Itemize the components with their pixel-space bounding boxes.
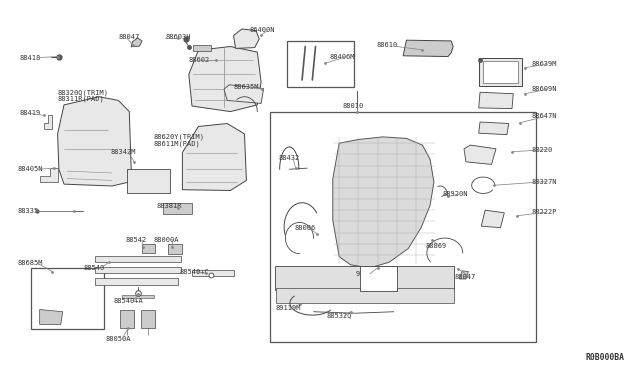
Text: 97098X: 97098X <box>355 271 381 277</box>
Polygon shape <box>189 46 261 112</box>
Text: 88222P: 88222P <box>531 209 557 215</box>
Text: 88220: 88220 <box>531 147 552 153</box>
Text: 88540: 88540 <box>83 265 104 271</box>
Polygon shape <box>131 38 142 47</box>
Text: 88685M: 88685M <box>18 260 44 266</box>
Polygon shape <box>403 40 453 57</box>
Text: 88611M(PAD): 88611M(PAD) <box>154 140 200 147</box>
Text: 88602: 88602 <box>189 57 210 63</box>
Bar <box>360 266 397 291</box>
Bar <box>275 266 454 290</box>
Text: 88432: 88432 <box>278 155 300 161</box>
Text: 88920N: 88920N <box>443 191 468 197</box>
Polygon shape <box>479 92 513 109</box>
Bar <box>95 267 181 273</box>
Bar <box>276 288 454 303</box>
Bar <box>479 58 522 86</box>
Text: 88047: 88047 <box>118 34 140 40</box>
Bar <box>163 203 192 214</box>
Bar <box>141 310 155 328</box>
Text: 88603H: 88603H <box>165 34 191 40</box>
Text: 88639M: 88639M <box>531 61 557 67</box>
Text: 88320Q(TRIM): 88320Q(TRIM) <box>58 89 109 96</box>
Bar <box>192 270 234 276</box>
Text: 88327N: 88327N <box>531 179 557 185</box>
Polygon shape <box>479 122 509 135</box>
Polygon shape <box>224 85 264 103</box>
Text: 88006: 88006 <box>294 225 316 231</box>
Polygon shape <box>40 168 58 182</box>
Text: 89119M: 89119M <box>275 305 301 311</box>
Text: 88869: 88869 <box>426 243 447 249</box>
Text: 88542: 88542 <box>125 237 147 243</box>
Text: 88381R: 88381R <box>157 203 182 209</box>
Bar <box>95 256 181 262</box>
Text: 88418: 88418 <box>19 55 40 61</box>
Bar <box>31 268 104 329</box>
Polygon shape <box>58 97 131 186</box>
Bar <box>168 244 182 254</box>
Text: 88047: 88047 <box>454 274 476 280</box>
Bar <box>127 169 170 193</box>
Polygon shape <box>44 115 52 129</box>
Bar <box>193 45 211 51</box>
Bar <box>270 112 536 342</box>
Polygon shape <box>182 124 246 190</box>
Text: 88010: 88010 <box>342 103 364 109</box>
Text: 88000A: 88000A <box>154 237 179 243</box>
Text: 88609N: 88609N <box>531 86 557 92</box>
Text: 88635M: 88635M <box>234 84 259 90</box>
Polygon shape <box>464 145 496 164</box>
Polygon shape <box>333 137 434 268</box>
Bar <box>287 41 354 87</box>
Text: 88647N: 88647N <box>531 113 557 119</box>
Text: 86400N: 86400N <box>250 27 275 33</box>
Text: 88610: 88610 <box>376 42 397 48</box>
Text: 88532Q: 88532Q <box>326 312 352 318</box>
Text: 88540+A: 88540+A <box>114 298 143 304</box>
Text: 88620Y(TRIM): 88620Y(TRIM) <box>154 134 205 140</box>
Bar <box>122 295 154 298</box>
Text: 88342M: 88342M <box>111 149 136 155</box>
Bar <box>483 61 518 83</box>
Text: 88405N: 88405N <box>18 166 44 172</box>
Text: 88335: 88335 <box>18 208 39 214</box>
Text: 88540+C: 88540+C <box>179 269 209 275</box>
Text: 88311R(PAD): 88311R(PAD) <box>58 96 104 102</box>
Polygon shape <box>481 210 504 228</box>
Polygon shape <box>460 271 468 279</box>
Polygon shape <box>40 310 63 324</box>
Polygon shape <box>234 29 259 48</box>
Text: R0B000BA: R0B000BA <box>585 353 624 362</box>
Text: 88419: 88419 <box>19 110 40 116</box>
Bar <box>120 310 134 328</box>
Text: 88050A: 88050A <box>106 336 131 342</box>
Bar <box>142 244 155 253</box>
Text: 88406M: 88406M <box>330 54 355 60</box>
Bar <box>95 278 178 285</box>
